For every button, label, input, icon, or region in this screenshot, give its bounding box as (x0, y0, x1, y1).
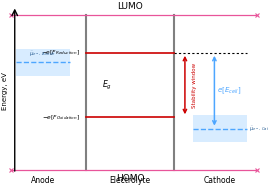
Text: $-e[F_{Oxidation}]$: $-e[F_{Oxidation}]$ (42, 113, 80, 122)
Text: $e[E_{cell}]$: $e[E_{cell}]$ (217, 85, 241, 96)
Text: Energy, eV: Energy, eV (2, 72, 8, 110)
Text: $\tilde{\mu}_{e^-,\ Anode}$: $\tilde{\mu}_{e^-,\ Anode}$ (29, 50, 56, 58)
Text: $E_g$: $E_g$ (102, 78, 112, 92)
Text: HOMO: HOMO (116, 174, 144, 183)
Bar (193, 115, 247, 142)
Text: $-e[F_{Reduction}]$: $-e[F_{Reduction}]$ (42, 49, 80, 57)
Text: $\tilde{\mu}_{e^-,\ Cathode}$: $\tilde{\mu}_{e^-,\ Cathode}$ (249, 124, 268, 133)
Text: LUMO: LUMO (117, 2, 143, 11)
Text: Stability window: Stability window (192, 63, 197, 108)
Bar (16, 49, 70, 76)
Text: Anode: Anode (31, 176, 55, 185)
Text: Cathode: Cathode (204, 176, 236, 185)
Text: Electrolyte: Electrolyte (109, 176, 151, 185)
